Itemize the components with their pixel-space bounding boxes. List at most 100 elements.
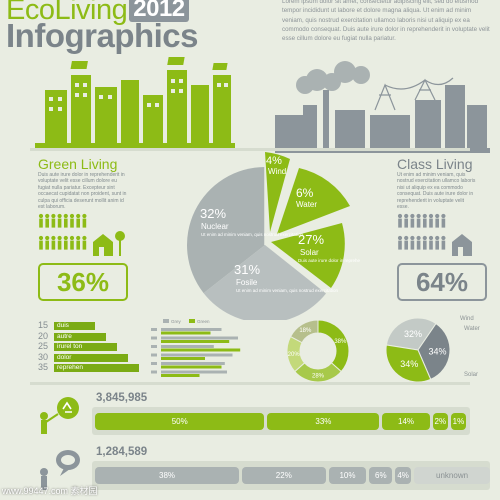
donut-slice xyxy=(317,319,350,373)
person-figure xyxy=(410,213,415,219)
stat-count-2: 1,284,589 xyxy=(96,446,148,458)
stat-segment: 2% xyxy=(432,413,448,430)
step-bar-num: 25 xyxy=(37,341,48,351)
step-bar: irurel ton xyxy=(54,343,117,351)
class-percent-box: 64% xyxy=(397,263,487,301)
person-figure xyxy=(397,235,403,241)
recycle-person-icon xyxy=(40,397,79,434)
person-body xyxy=(70,218,74,228)
pie-label-water-value: 6% xyxy=(296,186,314,200)
person-figure xyxy=(69,213,75,219)
person-body xyxy=(410,218,415,228)
legend-swatch-grey xyxy=(163,319,169,323)
person-figure xyxy=(82,235,87,241)
bar-grey xyxy=(161,362,225,365)
small-pie-slice xyxy=(417,322,451,381)
stat-segment: 38% xyxy=(95,467,240,484)
pie-label-wind: Wind xyxy=(268,167,286,176)
stat-segment: 50% xyxy=(95,413,265,430)
bar-grey xyxy=(161,328,222,331)
person-figure xyxy=(428,213,434,219)
legend-swatch-green xyxy=(189,319,195,323)
category-tick xyxy=(151,353,157,357)
person-figure xyxy=(404,213,409,219)
person-body xyxy=(64,240,68,250)
person-figure xyxy=(57,213,62,219)
person-figure xyxy=(410,235,415,241)
step-bar: autre xyxy=(54,332,106,341)
person-figure xyxy=(435,235,440,241)
category-tick xyxy=(151,362,157,365)
bar-green xyxy=(161,374,200,377)
bar-green xyxy=(161,331,211,335)
step-bar-num: 15 xyxy=(37,320,48,330)
person-body xyxy=(404,240,408,250)
person-body xyxy=(416,218,421,228)
small-pie-slice xyxy=(385,317,437,351)
person-figure xyxy=(57,235,62,241)
factory-city-icon xyxy=(275,61,490,153)
pie-text-nuclear: Ut enim ad minim veniam, quis nostrud ex… xyxy=(201,232,304,237)
person-body xyxy=(423,218,427,228)
stat-bar-2: 38% 22% 10% 6% 4% unknown xyxy=(95,467,493,484)
bar-green xyxy=(161,348,241,352)
bar-green xyxy=(161,357,205,360)
person-body xyxy=(45,240,49,250)
small-pie-value: 34% xyxy=(400,359,418,369)
person-body xyxy=(398,218,402,228)
step-bar-num: 35 xyxy=(37,362,48,372)
step-bar-num: 20 xyxy=(37,330,48,341)
green-living-title: Green Living xyxy=(38,156,118,172)
small-pie-value: 32% xyxy=(404,329,422,339)
person-figure xyxy=(63,213,68,219)
stat-segment: 4% xyxy=(395,467,412,484)
step-bar: duis xyxy=(54,322,95,330)
pie-label-fosile: Fosile xyxy=(236,278,258,287)
divider-2 xyxy=(30,382,470,385)
pie-slice-wind xyxy=(265,152,290,232)
category-tick xyxy=(151,370,157,374)
small-pie-legend-label: Water xyxy=(464,326,480,332)
donut-label: 18% xyxy=(299,328,312,334)
pie-slice-water xyxy=(277,168,350,234)
stat-segment: 6% xyxy=(369,467,393,484)
stat-bar-1: 50% 33% 14% 2% 1% xyxy=(95,413,469,430)
person-figure xyxy=(416,235,421,241)
person-body xyxy=(76,240,80,250)
pie-slice-fosile xyxy=(203,245,326,320)
person-body xyxy=(51,218,56,228)
person-figure xyxy=(422,213,427,219)
recycle-icon xyxy=(57,397,79,419)
person-figure xyxy=(38,213,44,219)
small-pie-legend-label: Wind xyxy=(460,316,474,322)
person-icon xyxy=(40,412,59,434)
pie-label-solar-value: 27% xyxy=(298,232,324,247)
horizontal-bar-chart: Grey Green xyxy=(151,319,241,377)
bar-grey xyxy=(161,353,233,357)
bar-grey xyxy=(161,336,238,340)
donut-label: 20% xyxy=(288,352,301,358)
person-figure xyxy=(441,235,446,241)
person-body xyxy=(441,218,446,228)
person-figure xyxy=(397,213,403,219)
person-body xyxy=(429,218,433,228)
class-living-title: Class Living xyxy=(397,156,473,172)
person-body xyxy=(45,218,49,228)
stat-segment: 22% xyxy=(242,467,326,484)
stat-segment: 1% xyxy=(450,413,466,430)
person-body xyxy=(441,240,446,250)
person-figure xyxy=(82,213,87,219)
person-body xyxy=(416,240,421,250)
person-body xyxy=(429,240,433,250)
category-tick xyxy=(151,328,157,331)
step-bar: dolor xyxy=(54,353,128,362)
person-figure xyxy=(45,213,50,219)
stat-segment: 14% xyxy=(382,413,430,430)
person-body xyxy=(435,240,439,250)
people-green-icon xyxy=(38,213,125,256)
person-figure xyxy=(404,235,409,241)
pie-label-solar: Solar xyxy=(300,248,319,257)
person-icon-2 xyxy=(40,468,48,490)
green-living-text: Duis aute irure dolor in reprehenderit i… xyxy=(38,172,127,211)
person-figure xyxy=(422,235,427,241)
